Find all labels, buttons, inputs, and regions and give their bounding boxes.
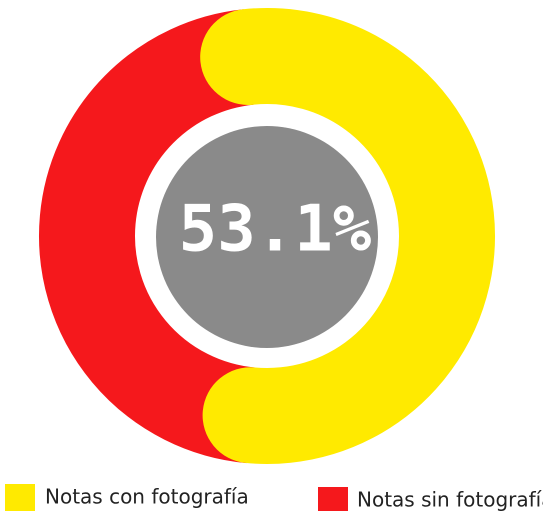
legend-swatch	[318, 487, 348, 511]
donut-segment	[39, 8, 495, 464]
legend: Notas con fotografía Notas sin fotografía	[5, 484, 543, 511]
legend-label: Notas sin fotografía	[357, 488, 543, 511]
legend-label: Notas con fotografía	[45, 485, 249, 509]
center-disc	[156, 126, 378, 348]
legend-swatch	[5, 484, 35, 511]
donut	[39, 8, 495, 464]
center-label: 53.1%	[179, 193, 372, 267]
